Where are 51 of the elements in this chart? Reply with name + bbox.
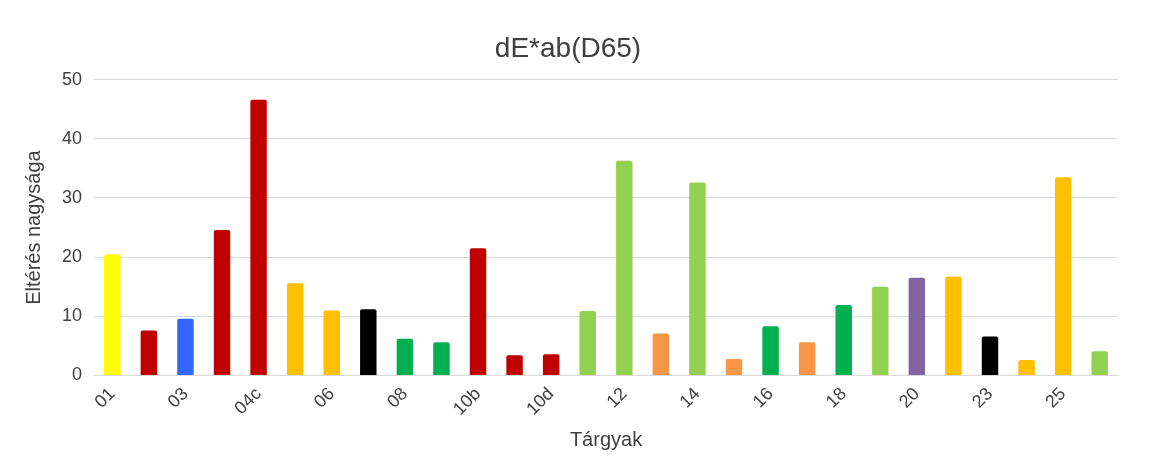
- bar: [872, 286, 889, 375]
- bar: [250, 99, 267, 375]
- x-tick-label: 10d: [522, 383, 558, 419]
- x-tick-label: 23: [968, 383, 997, 412]
- x-tick-label: 14: [675, 383, 704, 412]
- x-axis-title: Tárgyak: [569, 427, 644, 450]
- x-tick-label: 08: [382, 383, 412, 412]
- y-tick-label: 20: [61, 246, 83, 267]
- y-tick-label: 10: [61, 305, 83, 326]
- bar: [360, 309, 377, 375]
- y-tick-label: 50: [61, 68, 83, 89]
- x-tick-label: 18: [821, 383, 851, 412]
- bar: [579, 310, 596, 375]
- x-tick-label: 25: [1041, 383, 1070, 412]
- bar: [140, 330, 158, 375]
- bar: [616, 160, 633, 375]
- bar: [762, 326, 779, 375]
- x-tick-label: 01: [90, 383, 119, 412]
- bar: [1091, 351, 1108, 375]
- bar: [469, 248, 487, 375]
- bar: [1018, 360, 1035, 375]
- x-tick-label: 20: [894, 383, 924, 412]
- bar: [908, 277, 926, 375]
- y-tick-label: 30: [61, 186, 83, 207]
- y-axis-title: Eltérés nagysága: [21, 149, 44, 305]
- x-tick-label: 10b: [448, 383, 485, 419]
- bar: [213, 229, 231, 375]
- bar: [177, 318, 194, 375]
- bar: [286, 283, 304, 375]
- bar: [323, 310, 340, 375]
- chart-title: dE*ab(D65): [494, 31, 642, 63]
- bar: [835, 305, 852, 375]
- bar: [981, 336, 999, 375]
- bar: [542, 354, 560, 375]
- bar: [689, 182, 706, 375]
- bar: [725, 358, 743, 375]
- bar: [652, 333, 670, 375]
- bar: [104, 254, 121, 375]
- bar: [945, 276, 962, 375]
- x-tick-label: 06: [309, 383, 339, 412]
- y-tick-label: 40: [61, 127, 83, 148]
- x-tick-label: 04c: [230, 383, 265, 418]
- x-tick-label: 16: [748, 383, 777, 412]
- bar: [396, 338, 414, 375]
- x-tick-label: 12: [602, 383, 631, 412]
- x-tick-label: 03: [163, 383, 192, 412]
- bar: [433, 342, 450, 375]
- y-tick-label: 0: [72, 364, 83, 385]
- bar: [506, 355, 523, 375]
- bar: [1054, 177, 1072, 375]
- bar: [798, 342, 816, 375]
